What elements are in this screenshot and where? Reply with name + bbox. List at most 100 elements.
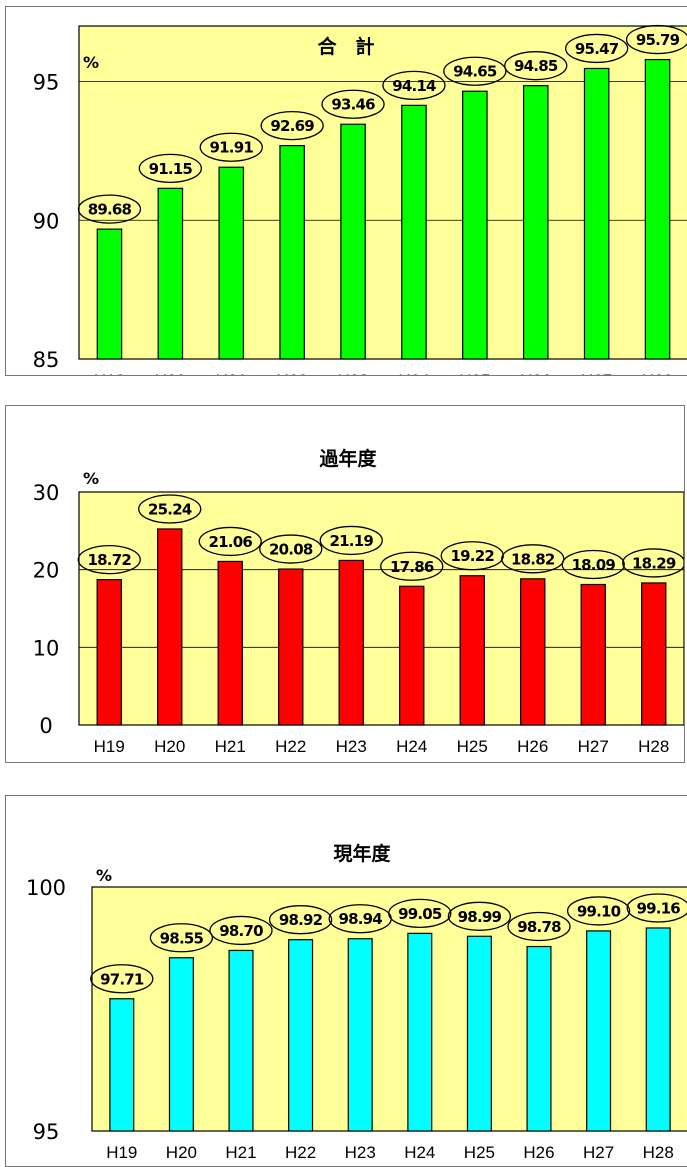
chart-title: 現年度 bbox=[333, 842, 391, 865]
data-label: 89.68 bbox=[88, 201, 132, 219]
data-label-oval bbox=[501, 544, 565, 574]
x-tick-label: H22 bbox=[275, 737, 306, 756]
x-tick-label: H23 bbox=[336, 737, 367, 756]
bar-h20 bbox=[168, 957, 194, 1132]
data-label-oval bbox=[440, 541, 504, 571]
data-label: 98.70 bbox=[219, 922, 263, 940]
data-label-oval bbox=[507, 911, 571, 942]
bar-h19 bbox=[109, 998, 135, 1132]
data-label-oval bbox=[321, 89, 385, 119]
data-label-oval bbox=[260, 110, 324, 141]
x-tick-label: H24 bbox=[398, 371, 429, 375]
data-label: 18.29 bbox=[632, 554, 676, 572]
data-label: 21.19 bbox=[330, 532, 374, 550]
bar-h27 bbox=[583, 67, 610, 360]
bar-h23 bbox=[338, 559, 364, 726]
y-tick-label: 10 bbox=[33, 636, 60, 660]
bar-h27 bbox=[586, 930, 612, 1132]
data-label-oval bbox=[447, 901, 512, 931]
data-label-oval bbox=[149, 923, 214, 953]
bar-h26 bbox=[520, 578, 546, 726]
data-label-oval bbox=[77, 544, 141, 575]
data-label-oval bbox=[90, 964, 154, 994]
data-label: 97.71 bbox=[100, 970, 144, 988]
unit-label: % bbox=[83, 53, 99, 72]
bar-h20 bbox=[157, 187, 184, 360]
data-label: 93.46 bbox=[331, 96, 375, 114]
bar-h22 bbox=[279, 145, 305, 360]
x-tick-label: H19 bbox=[94, 371, 125, 375]
data-label-oval bbox=[138, 494, 202, 524]
bar-h21 bbox=[228, 949, 254, 1132]
data-label-oval bbox=[622, 548, 684, 578]
data-label: 95.47 bbox=[575, 40, 619, 58]
data-label-oval bbox=[199, 132, 263, 162]
bar-h19 bbox=[96, 579, 122, 726]
data-label-oval bbox=[319, 525, 383, 556]
x-tick-label: H24 bbox=[404, 1143, 435, 1162]
data-label: 25.24 bbox=[148, 500, 192, 518]
chart-current-year: 95 100 現年度% H19 97.71 H20 98.55 H21 98.70 H22 98.9… bbox=[26, 842, 687, 1162]
data-label-oval bbox=[380, 551, 444, 581]
x-tick-label: H20 bbox=[155, 371, 186, 375]
bar-h22 bbox=[288, 939, 314, 1132]
bar-h21 bbox=[218, 166, 245, 360]
data-label: 98.92 bbox=[279, 911, 323, 929]
bar-h28 bbox=[645, 927, 671, 1132]
chart-title: 合 計 bbox=[317, 35, 374, 58]
y-tick-label: 85 bbox=[33, 348, 60, 372]
data-label-oval bbox=[259, 534, 323, 564]
data-label: 99.05 bbox=[398, 905, 442, 923]
bar-h19 bbox=[96, 228, 123, 360]
x-tick-label: H25 bbox=[464, 1143, 495, 1162]
data-label: 98.55 bbox=[160, 929, 204, 947]
x-tick-label: H25 bbox=[457, 737, 488, 756]
data-label: 94.85 bbox=[514, 57, 558, 75]
bar-h24 bbox=[401, 104, 427, 360]
data-label-oval bbox=[382, 70, 446, 101]
bar-h26 bbox=[522, 85, 549, 360]
bar-h25 bbox=[459, 575, 485, 726]
x-tick-label: H19 bbox=[94, 737, 125, 756]
data-label-oval bbox=[77, 194, 142, 224]
bar-h20 bbox=[157, 528, 183, 726]
x-tick-label: H23 bbox=[337, 371, 368, 375]
x-tick-label: H27 bbox=[581, 371, 612, 375]
x-tick-label: H26 bbox=[517, 737, 548, 756]
bar-h25 bbox=[466, 935, 492, 1132]
data-label: 98.78 bbox=[517, 918, 561, 936]
data-label: 91.15 bbox=[149, 160, 193, 178]
x-tick-label: H19 bbox=[106, 1143, 137, 1162]
chart-total: 85 90 95 合 計% H19 89.68 H20 91.15 H21 91.91 H22 92.… bbox=[33, 24, 687, 375]
data-label-oval bbox=[198, 526, 262, 557]
chart-title: 過年度 bbox=[319, 447, 377, 470]
bar-h24 bbox=[407, 932, 433, 1132]
data-label: 18.09 bbox=[572, 556, 616, 574]
data-label-oval bbox=[561, 549, 625, 580]
x-tick-label: H25 bbox=[459, 371, 490, 375]
bar-h21 bbox=[217, 560, 243, 726]
x-tick-label: H22 bbox=[277, 371, 308, 375]
bar-h23 bbox=[340, 123, 366, 360]
bar-h22 bbox=[278, 568, 304, 726]
data-label: 92.69 bbox=[270, 117, 314, 135]
data-label: 95.79 bbox=[636, 31, 680, 49]
x-tick-label: H22 bbox=[285, 1143, 316, 1162]
x-tick-label: H28 bbox=[643, 1143, 674, 1162]
data-label: 19.22 bbox=[451, 547, 495, 565]
y-tick-label: 95 bbox=[33, 71, 60, 95]
y-tick-label: 90 bbox=[33, 209, 60, 233]
data-label-oval bbox=[566, 896, 631, 926]
bar-h26 bbox=[526, 945, 552, 1132]
bar-h28 bbox=[644, 58, 671, 360]
unit-label: % bbox=[83, 469, 99, 488]
bar-h25 bbox=[462, 90, 488, 360]
y-tick-label: 100 bbox=[26, 876, 66, 900]
data-label: 18.82 bbox=[511, 550, 555, 568]
x-tick-label: H24 bbox=[396, 737, 427, 756]
data-label: 17.86 bbox=[390, 558, 434, 576]
x-tick-label: H21 bbox=[216, 371, 247, 375]
data-label: 99.10 bbox=[577, 902, 621, 920]
bar-h23 bbox=[347, 938, 373, 1132]
y-tick-label: 20 bbox=[33, 559, 60, 583]
